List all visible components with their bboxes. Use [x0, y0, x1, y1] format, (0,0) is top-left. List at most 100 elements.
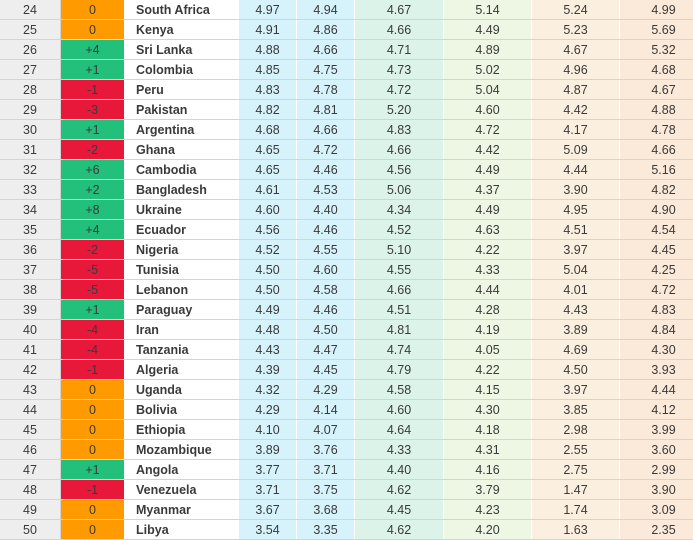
score-cell-2: 3.76	[297, 440, 355, 460]
score-cell-5: 4.43	[532, 300, 620, 320]
rank-change-badge: +1	[61, 60, 125, 80]
country-name: Tunisia	[125, 260, 240, 280]
score-cell-6: 4.12	[620, 400, 693, 420]
rank-cell: 30	[0, 120, 61, 140]
score-cell-3: 4.40	[355, 460, 444, 480]
rank-cell: 47	[0, 460, 61, 480]
score-cell-6: 3.09	[620, 500, 693, 520]
score-cell-3: 4.66	[355, 140, 444, 160]
score-cell-4: 4.22	[444, 240, 532, 260]
rank-change-badge: +4	[61, 220, 125, 240]
score-cell-6: 4.54	[620, 220, 693, 240]
score-cell-6: 4.72	[620, 280, 693, 300]
score-cell-6: 4.84	[620, 320, 693, 340]
country-name: Lebanon	[125, 280, 240, 300]
score-cell-5: 4.50	[532, 360, 620, 380]
score-cell-1: 4.49	[239, 300, 297, 320]
score-cell-6: 2.99	[620, 460, 693, 480]
rank-cell: 50	[0, 520, 61, 540]
score-cell-3: 4.72	[355, 80, 444, 100]
rank-change-badge: +1	[61, 460, 125, 480]
rank-cell: 32	[0, 160, 61, 180]
score-cell-3: 4.81	[355, 320, 444, 340]
country-name: Nigeria	[125, 240, 240, 260]
rank-cell: 42	[0, 360, 61, 380]
score-cell-1: 4.61	[239, 180, 297, 200]
score-cell-4: 4.42	[444, 140, 532, 160]
score-cell-4: 4.37	[444, 180, 532, 200]
score-cell-2: 4.94	[297, 0, 355, 20]
score-cell-2: 4.53	[297, 180, 355, 200]
score-cell-2: 4.78	[297, 80, 355, 100]
score-cell-3: 4.60	[355, 400, 444, 420]
score-cell-4: 4.30	[444, 400, 532, 420]
score-cell-1: 4.65	[239, 140, 297, 160]
score-cell-1: 3.71	[239, 480, 297, 500]
rank-cell: 36	[0, 240, 61, 260]
score-cell-5: 4.87	[532, 80, 620, 100]
score-cell-2: 3.71	[297, 460, 355, 480]
rank-cell: 27	[0, 60, 61, 80]
score-cell-3: 4.45	[355, 500, 444, 520]
score-cell-3: 5.20	[355, 100, 444, 120]
score-cell-6: 4.67	[620, 80, 693, 100]
score-cell-5: 2.55	[532, 440, 620, 460]
score-cell-4: 4.19	[444, 320, 532, 340]
rank-cell: 24	[0, 0, 61, 20]
score-cell-3: 4.74	[355, 340, 444, 360]
score-cell-4: 4.49	[444, 200, 532, 220]
rank-change-badge: 0	[61, 20, 125, 40]
score-cell-6: 5.69	[620, 20, 693, 40]
score-cell-5: 3.90	[532, 180, 620, 200]
score-cell-3: 4.79	[355, 360, 444, 380]
rank-cell: 34	[0, 200, 61, 220]
country-name: Bangladesh	[125, 180, 240, 200]
score-cell-3: 4.51	[355, 300, 444, 320]
score-cell-2: 4.14	[297, 400, 355, 420]
score-cell-5: 1.74	[532, 500, 620, 520]
rank-change-badge: -1	[61, 360, 125, 380]
country-name: Ethiopia	[125, 420, 240, 440]
rank-change-badge: -1	[61, 80, 125, 100]
score-cell-2: 3.75	[297, 480, 355, 500]
country-name: Bolivia	[125, 400, 240, 420]
score-cell-3: 4.66	[355, 280, 444, 300]
score-cell-3: 4.33	[355, 440, 444, 460]
rank-cell: 33	[0, 180, 61, 200]
score-cell-6: 4.83	[620, 300, 693, 320]
score-cell-3: 4.62	[355, 520, 444, 540]
rank-change-badge: +1	[61, 120, 125, 140]
score-cell-2: 4.07	[297, 420, 355, 440]
score-cell-1: 4.83	[239, 80, 297, 100]
score-cell-2: 4.46	[297, 220, 355, 240]
rank-change-badge: 0	[61, 440, 125, 460]
score-cell-5: 4.67	[532, 40, 620, 60]
score-cell-4: 4.28	[444, 300, 532, 320]
score-cell-5: 2.75	[532, 460, 620, 480]
rank-change-badge: 0	[61, 520, 125, 540]
score-cell-1: 4.88	[239, 40, 297, 60]
score-cell-1: 4.32	[239, 380, 297, 400]
score-cell-5: 3.89	[532, 320, 620, 340]
score-cell-6: 4.90	[620, 200, 693, 220]
score-cell-4: 4.20	[444, 520, 532, 540]
score-cell-5: 4.44	[532, 160, 620, 180]
rank-cell: 45	[0, 420, 61, 440]
score-cell-3: 4.62	[355, 480, 444, 500]
score-cell-5: 5.04	[532, 260, 620, 280]
score-cell-6: 3.93	[620, 360, 693, 380]
